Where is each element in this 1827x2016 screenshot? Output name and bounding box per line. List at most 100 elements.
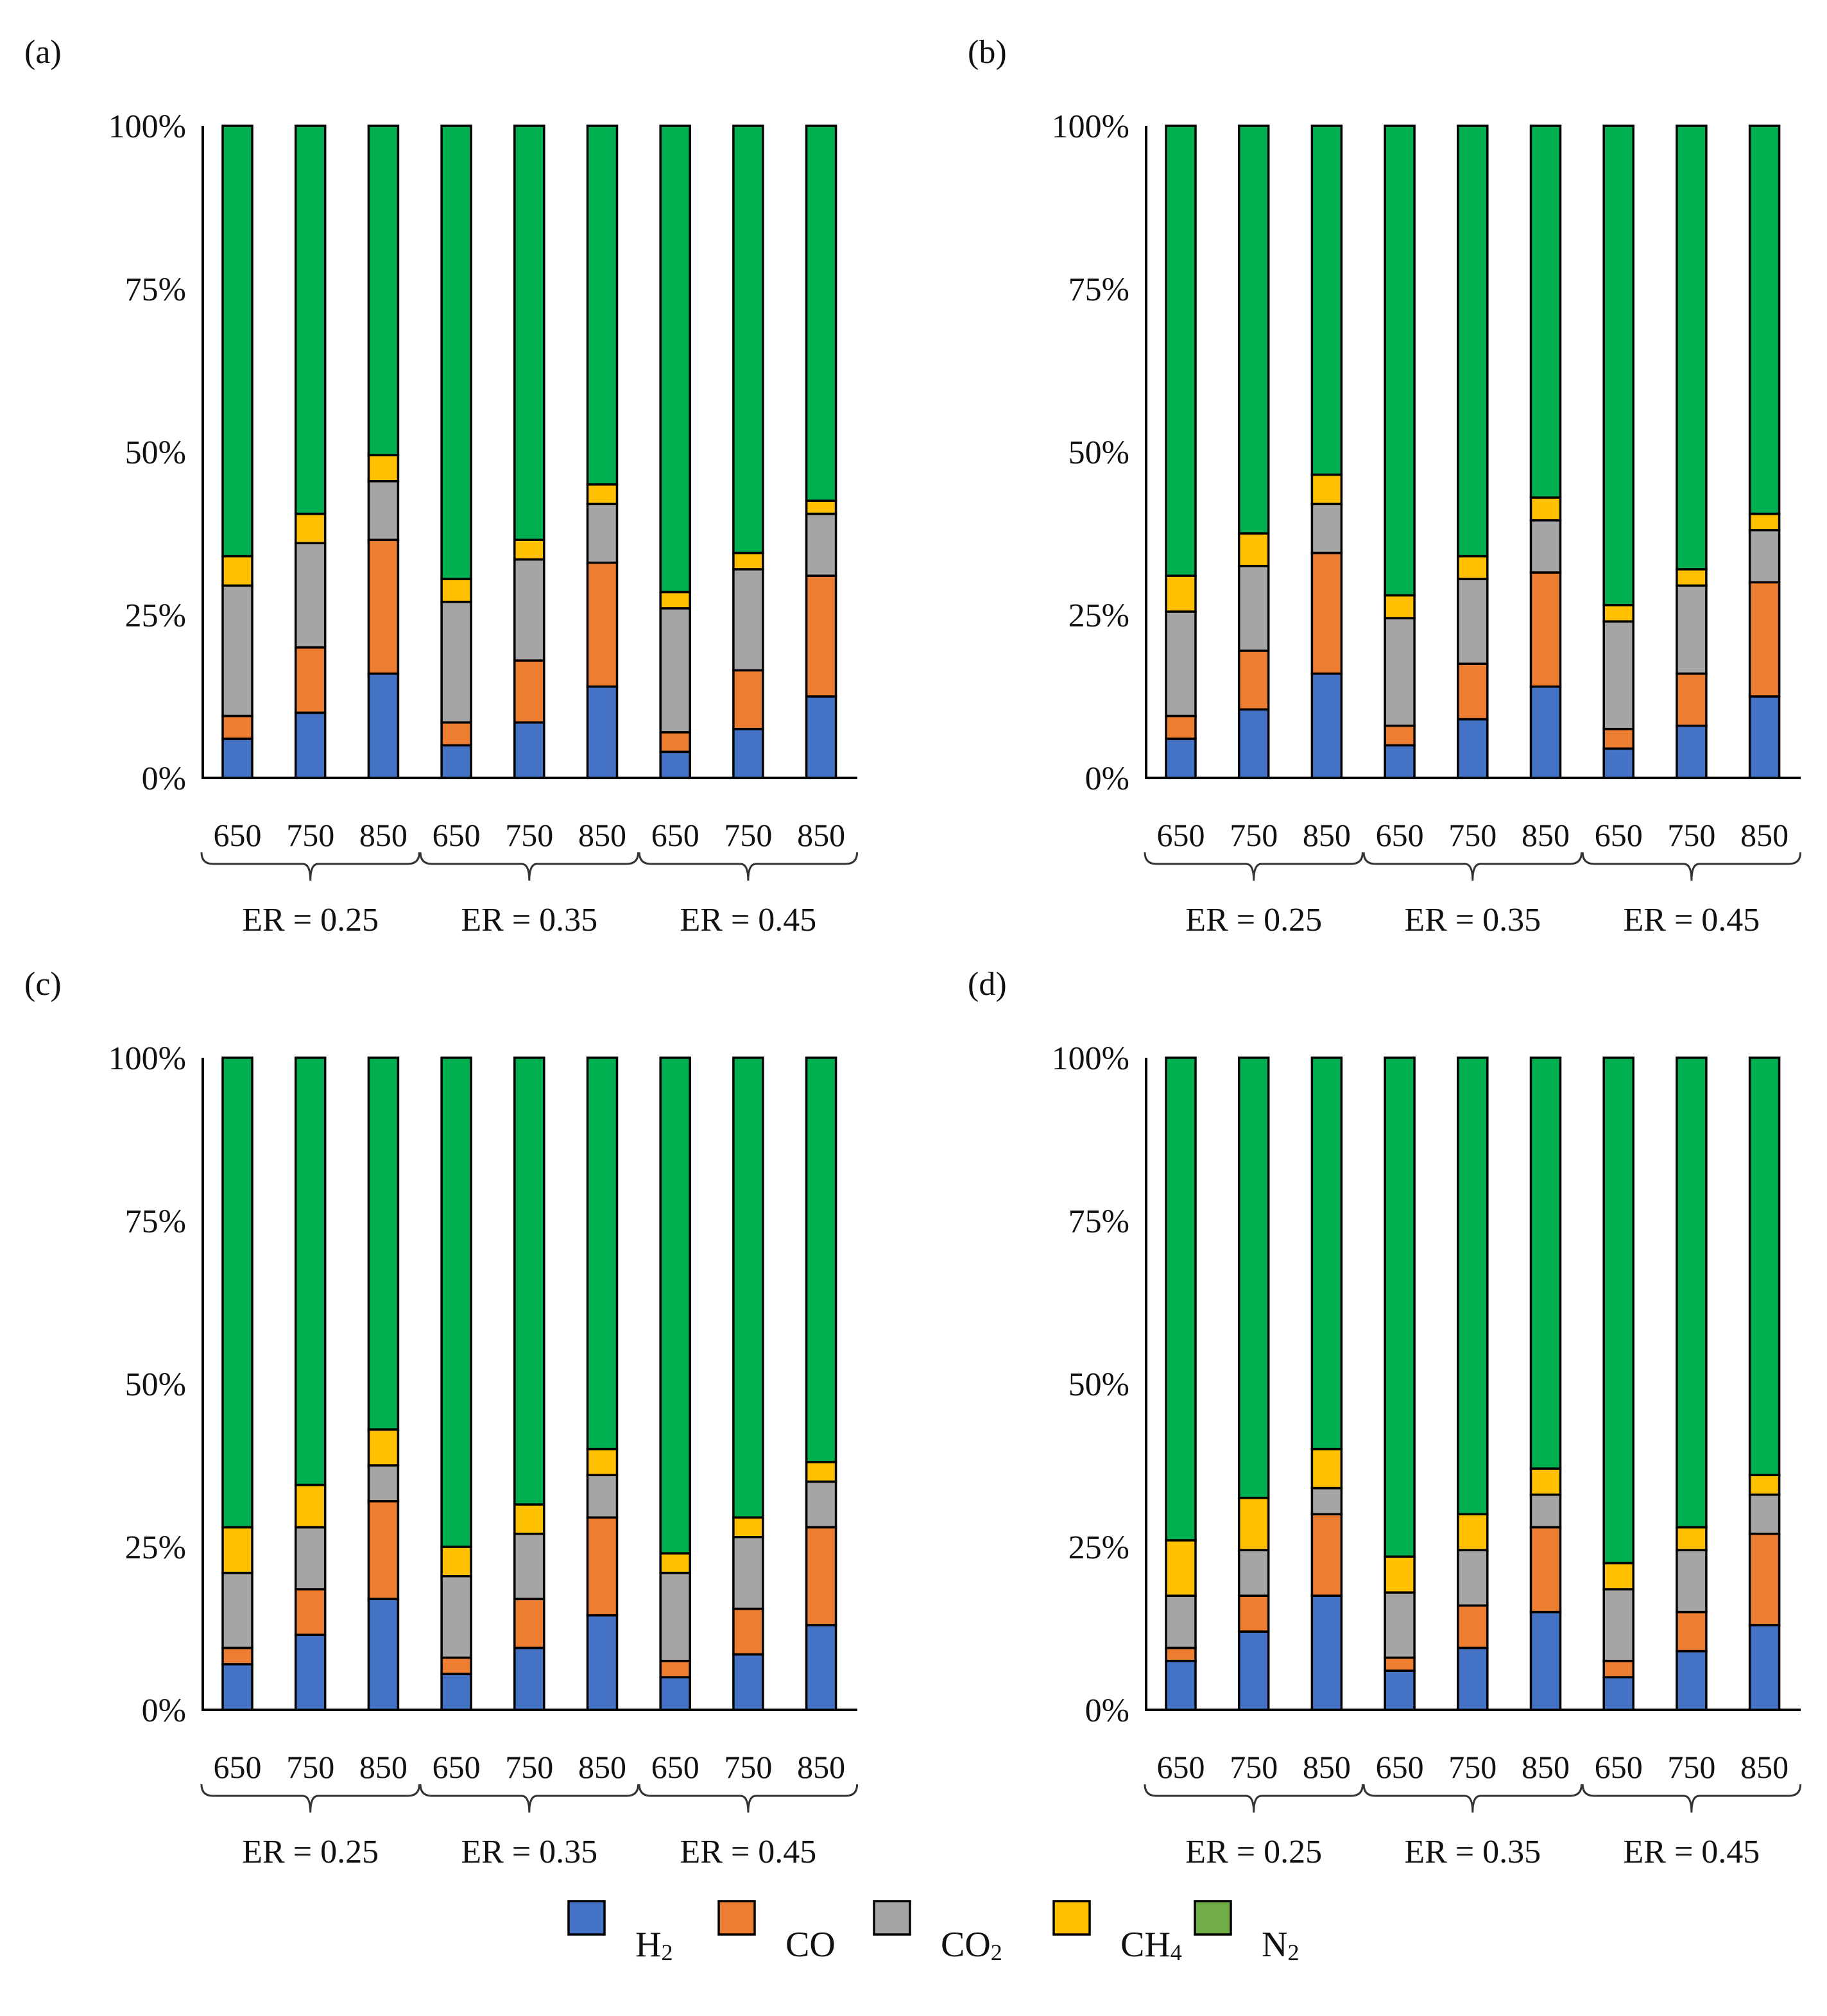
legend-label-base: N — [1262, 1925, 1287, 1965]
bar-segment-ch4 — [1237, 532, 1270, 567]
y-tick-label: 25% — [125, 598, 186, 634]
x-tick-label: 750 — [1667, 1749, 1715, 1785]
x-tick-label: 850 — [578, 817, 626, 853]
bar-segment-co — [1237, 650, 1270, 711]
y-tick-label: 100% — [1052, 108, 1129, 145]
y-tick-label: 25% — [1068, 598, 1129, 634]
bar-segment-n2 — [1310, 125, 1343, 476]
y-tick-label: 25% — [125, 1529, 186, 1566]
bar-segment-co2 — [659, 607, 691, 734]
bar-segment-co — [1676, 1610, 1708, 1653]
y-tick-label: 75% — [125, 271, 186, 308]
bar-segment-n2 — [1748, 125, 1781, 515]
bar-segment-co — [513, 659, 545, 724]
bar-segment-n2 — [1310, 1056, 1343, 1451]
legend-label-n2: N2 — [1262, 1925, 1299, 1965]
x-tick-label: 750 — [505, 817, 553, 853]
bar-segment-n2 — [1602, 1056, 1634, 1565]
bar-segment-h2 — [1384, 744, 1416, 779]
panel-label: (b) — [968, 34, 1007, 71]
bar-segment-h2 — [1748, 695, 1781, 779]
bar-segment-h2 — [1457, 1646, 1489, 1711]
bar-segment-n2 — [659, 1056, 691, 1555]
group-brace — [1144, 852, 1364, 881]
x-tick-label: 650 — [651, 817, 699, 853]
bar-segment-co — [659, 1660, 691, 1678]
legend-label-base: H — [635, 1925, 661, 1965]
bar-segment-ch4 — [221, 1526, 253, 1574]
x-tick-label: 650 — [214, 1749, 262, 1785]
legend-swatch-co2 — [873, 1900, 911, 1936]
bar-segment-co2 — [367, 479, 400, 541]
legend-swatch-co — [717, 1900, 756, 1936]
bar-segment-h2 — [294, 1633, 327, 1711]
bar-segment-n2 — [1529, 1056, 1562, 1470]
x-tick-label: 850 — [1522, 817, 1570, 853]
group-brace — [1581, 1784, 1802, 1813]
bar-segment-ch4 — [732, 1516, 764, 1538]
bar-segment-ch4 — [1529, 496, 1562, 522]
group-label: ER = 0.25 — [242, 902, 379, 938]
bar-segment-co2 — [1310, 1486, 1343, 1515]
panel-label: (a) — [24, 34, 62, 71]
bar-segment-ch4 — [367, 1428, 400, 1467]
chart-panel: (b) 0% 25% 50% 75% 100% 650 750 850 650 750 850 650 7… — [968, 34, 1802, 938]
bar-segment-co — [1457, 662, 1489, 721]
bar-segment-n2 — [732, 1056, 764, 1519]
bar-segment-co2 — [1237, 565, 1270, 652]
bar-segment-h2 — [659, 1676, 691, 1711]
bar-segment-co — [805, 574, 837, 698]
x-tick-label: 850 — [1303, 817, 1351, 853]
bar-segment-n2 — [1676, 125, 1708, 571]
bar-segment-n2 — [440, 125, 472, 580]
bar-segment-co — [586, 561, 619, 688]
bar-segment-n2 — [659, 125, 691, 594]
bar-segment-n2 — [1457, 125, 1489, 558]
group-brace — [1581, 852, 1802, 881]
y-tick-label: 0% — [1085, 1693, 1129, 1729]
bar-segment-co2 — [1310, 503, 1343, 555]
group-brace — [638, 852, 859, 881]
bar-segment-co — [221, 714, 253, 740]
bar-segment-co2 — [1602, 1588, 1634, 1662]
y-tick-label: 50% — [125, 1366, 186, 1403]
bar-segment-co2 — [440, 1574, 472, 1659]
group-label: ER = 0.25 — [1185, 902, 1322, 938]
bar-segment-n2 — [367, 1056, 400, 1431]
bar-segment-h2 — [586, 1614, 619, 1711]
bar-segment-co — [294, 646, 327, 714]
x-tick-label: 750 — [1448, 1749, 1497, 1785]
x-tick-label: 750 — [724, 817, 772, 853]
group-brace — [200, 1784, 420, 1813]
bar-segment-co2 — [294, 1526, 327, 1590]
bar-segment-n2 — [805, 125, 837, 502]
bar-segment-ch4 — [586, 1447, 619, 1476]
bar-segment-n2 — [1384, 125, 1416, 597]
y-tick-label: 100% — [108, 108, 186, 145]
bar-segment-ch4 — [1165, 1539, 1197, 1597]
legend-swatch-n2 — [1194, 1900, 1232, 1936]
y-tick-label: 100% — [1052, 1040, 1129, 1077]
bar-segment-h2 — [367, 672, 400, 779]
bar-segment-ch4 — [805, 499, 837, 515]
bar-segment-ch4 — [659, 1552, 691, 1574]
bar-segment-co — [1165, 1646, 1197, 1662]
bar-segment-ch4 — [294, 1483, 327, 1529]
bar-segment-co2 — [1457, 578, 1489, 665]
bar-segment-ch4 — [586, 483, 619, 506]
bar-segment-n2 — [1457, 1056, 1489, 1515]
bar-segment-ch4 — [1748, 512, 1781, 531]
legend-label-base: CO — [785, 1925, 836, 1965]
bar-segment-co2 — [1676, 1549, 1708, 1614]
y-tick-label: 100% — [108, 1040, 186, 1077]
legend-label-subscript: 2 — [661, 1940, 673, 1965]
x-tick-label: 850 — [1740, 817, 1788, 853]
bar-segment-h2 — [1676, 724, 1708, 779]
bar-segment-co2 — [805, 512, 837, 577]
bar-segment-co — [732, 1607, 764, 1656]
bar-segment-n2 — [1237, 125, 1270, 535]
bar-segment-co2 — [1237, 1549, 1270, 1597]
x-tick-label: 650 — [1595, 1749, 1643, 1785]
group-label: ER = 0.35 — [1404, 902, 1541, 938]
y-tick-label: 50% — [1068, 1366, 1129, 1403]
